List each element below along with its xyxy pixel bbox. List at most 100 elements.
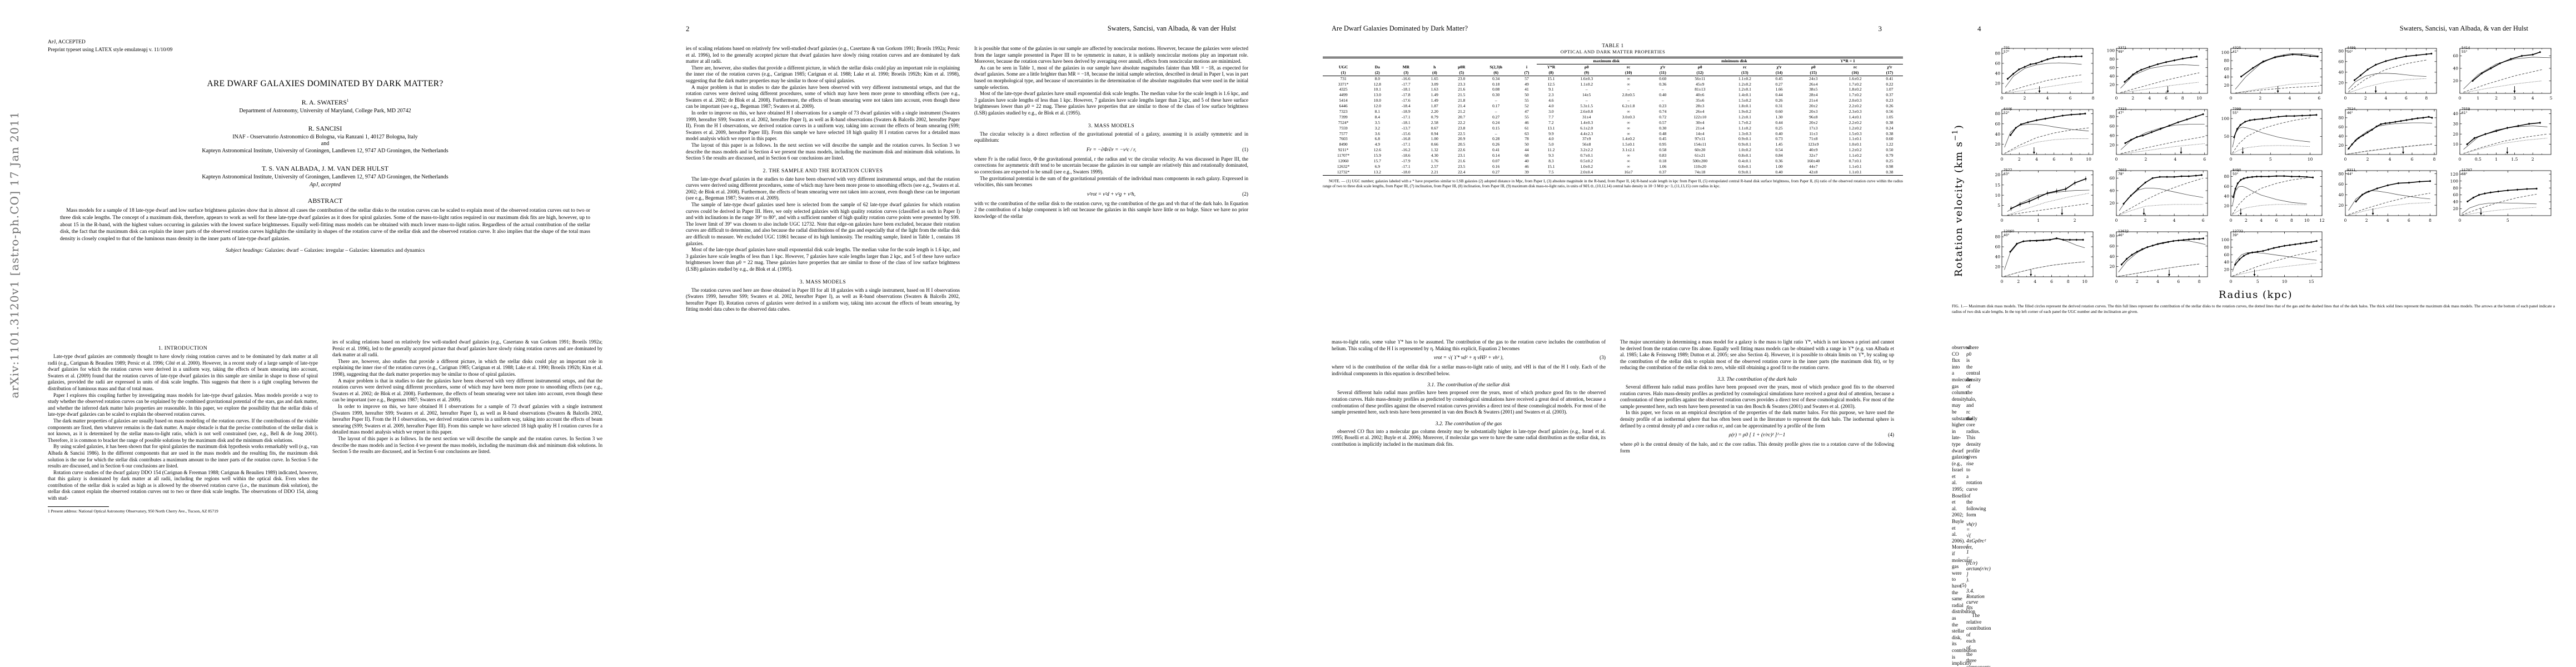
table-cell: 1.7±0.2	[1848, 92, 1862, 98]
svg-text:5: 5	[2507, 218, 2509, 223]
col-header: i	[1526, 64, 1528, 69]
svg-text:20: 20	[1995, 172, 2000, 177]
table-cell: 3.09	[1431, 81, 1438, 87]
table-cell: -15.6	[1402, 131, 1411, 136]
table-cell: 6.2±1.8	[1622, 103, 1635, 109]
equation-5-number: (5)	[1960, 583, 1966, 589]
svg-text:2: 2	[2532, 157, 2534, 162]
table-cell: 21.6	[1458, 87, 1466, 92]
panel-ugc-number: 4499	[2347, 46, 2356, 50]
table-cell: 0.79	[1431, 114, 1438, 120]
table-cell: 0.27	[1775, 81, 1783, 87]
table-cell: 44±7	[1809, 163, 1818, 169]
svg-text:60: 60	[2224, 184, 2229, 189]
table-cell: 0.31	[1775, 103, 1783, 109]
table-cell: 4.4±2.3	[1580, 131, 1593, 136]
paragraph: By using scaled galaxies, it has been sh…	[48, 444, 318, 469]
table-cell: -16.2	[1402, 147, 1411, 153]
svg-text:4: 4	[2174, 157, 2176, 162]
table-cell: 56±11	[1695, 76, 1706, 81]
svg-text:1: 1	[2495, 157, 2498, 162]
table-cell: 30±4	[1696, 120, 1705, 125]
table-cell: 7.2	[1548, 120, 1554, 125]
svg-text:6: 6	[2275, 218, 2278, 223]
table-cell: 0.37	[1649, 169, 1676, 176]
svg-text:120: 120	[2450, 172, 2459, 177]
table-cell: 60±20	[1695, 147, 1706, 153]
table-cell: 0.18	[1492, 81, 1500, 87]
table-cell: 0.38	[1886, 120, 1894, 125]
table-cell: 12632*	[1337, 163, 1350, 169]
table-cell: 0.8±0.1	[1738, 163, 1751, 169]
note-label: NOTE.	[1329, 178, 1341, 183]
svg-text:20: 20	[2109, 82, 2115, 87]
table-cell: 1.5±0.1	[1622, 142, 1635, 147]
page-1-column-left: 1. INTRODUCTION Late-type dwarf galaxies…	[48, 339, 318, 645]
paragraph: where vd is the contribution of the stel…	[1332, 364, 1606, 376]
panel-inclination: 41°	[2233, 49, 2239, 54]
table-row: 7323 8.1 -18.9 2.20 21.2 – 47 3.0 2.6±0.8 ∞ 0.74 26…	[1323, 109, 1903, 115]
svg-text:40: 40	[2224, 74, 2229, 79]
table-cell: 22.2	[1458, 120, 1466, 125]
table-row: 731 8.0 -16.6 1.65 23.0 0.34 57 15.1 1.6±0.3 ∞ 0.6…	[1323, 76, 1903, 81]
rotation-curve-panel: 0 2 4 6 8 10 12 20 40 60 80 8490 50°	[2214, 168, 2324, 226]
page-2-column-right: It is possible that some of the galaxies…	[974, 46, 1248, 648]
table-cell: –	[1494, 98, 1497, 103]
table-cell: ∞	[1627, 76, 1630, 81]
panel-label: 6446 52°	[2004, 107, 2012, 116]
table-cell: 4.0	[1548, 103, 1554, 109]
table-cell: 0.98	[1886, 163, 1894, 169]
subsection-stellar-disk-heading: 3.1. The contribution of the stellar dis…	[1427, 382, 1510, 389]
table-cell: 7559	[1339, 125, 1348, 131]
svg-text:4: 4	[2532, 96, 2534, 101]
svg-text:50: 50	[2224, 134, 2229, 139]
table-cell: 39	[1517, 169, 1537, 176]
table-cell: 2.58	[1431, 120, 1438, 125]
col-header: rc	[1743, 64, 1747, 69]
table-cell: 0.67	[1431, 125, 1438, 131]
paragraph: It is possible that some of the galaxies…	[974, 46, 1248, 64]
table-cell: 1.00	[1775, 163, 1783, 169]
svg-text:2: 2	[2245, 218, 2248, 223]
table-cell: 15.9	[1373, 153, 1381, 158]
paragraph: observed CO flux into a molecular gas co…	[1332, 428, 1606, 447]
table-cell: 26±4	[1696, 109, 1705, 115]
table-cell: -17.8	[1402, 92, 1411, 98]
table-cell: 5.3±1.5	[1580, 103, 1593, 109]
paragraph: ies of scaling relations based on relati…	[686, 46, 960, 64]
svg-text:0: 0	[2001, 218, 2004, 223]
svg-text:10: 10	[2304, 218, 2310, 223]
table-cell: 81±13	[1695, 87, 1706, 92]
table-cell: 24±3	[1809, 76, 1818, 81]
page-2: 2 Swaters, Sancisi, van Albada, & van de…	[638, 0, 1284, 667]
table-cell: 8490	[1339, 142, 1348, 147]
svg-text:40: 40	[1995, 71, 2000, 76]
svg-text:100: 100	[2221, 237, 2230, 242]
panel-ugc-number: 8490	[2233, 168, 2241, 172]
running-head-page-4: 4 Swaters, Sancisi, van Albada, & van de…	[1930, 24, 2576, 34]
table-cell: 13.1	[1547, 125, 1555, 131]
col-header: Da	[1374, 64, 1380, 69]
title-block: ARE DWARF GALAXIES DOMINATED BY DARK MAT…	[48, 79, 602, 253]
table-cell: 0.72	[1659, 114, 1667, 120]
svg-text:6: 6	[2177, 279, 2180, 284]
table-cell: 2.0±0.4	[1566, 169, 1608, 176]
table-cell: ∞	[1627, 81, 1630, 87]
page-3-columns: mass-to-light ratio, some value ϒ* has t…	[1332, 339, 1894, 648]
table-cell: 1.07	[1886, 87, 1894, 92]
svg-text:20: 20	[1995, 142, 2000, 147]
svg-text:80: 80	[1995, 235, 2000, 240]
table-cell: 0.30	[1492, 92, 1500, 98]
page-2-columns: ies of scaling relations based on relati…	[686, 46, 1248, 648]
table-cell: 32±7	[1809, 153, 1818, 158]
svg-text:10: 10	[2453, 142, 2458, 147]
table-cell: 0.38	[1886, 131, 1894, 136]
svg-text:0: 0	[2230, 218, 2233, 223]
table-cell: 9.9	[1548, 131, 1554, 136]
table-cell: 2.20	[1431, 109, 1438, 115]
svg-text:10: 10	[2308, 157, 2313, 162]
table-cell: –	[1585, 98, 1588, 103]
col-header: h	[1433, 64, 1436, 69]
table-cell: 50	[1524, 92, 1529, 98]
table-cell: 0.41	[1492, 147, 1500, 153]
